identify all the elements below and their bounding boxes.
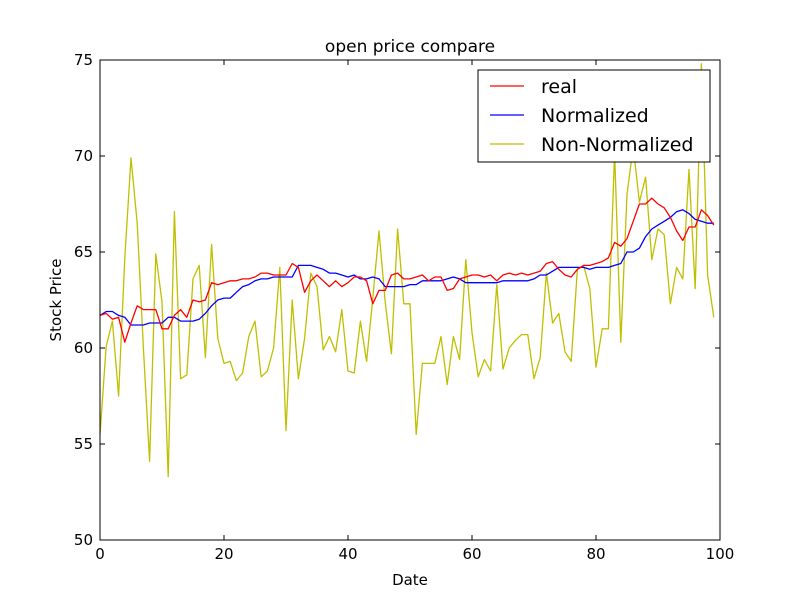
- legend-box: [477, 69, 711, 163]
- series-line-normalized: [100, 209, 714, 326]
- y-tick-label: 55: [74, 435, 93, 453]
- chart-title: open price compare: [325, 37, 495, 57]
- legend: real Normalized Non-Normalized: [477, 69, 711, 163]
- y-axis-label: Stock Price: [47, 259, 65, 342]
- series-line-real: [100, 197, 715, 343]
- axes-frame: [99, 59, 721, 541]
- legend-label-real: real: [541, 76, 577, 98]
- y-tick-label: 65: [74, 243, 93, 261]
- y-tick-label: 75: [74, 51, 93, 69]
- x-tick-label: 20: [214, 545, 233, 563]
- x-tick-label: 40: [338, 545, 357, 563]
- legend-label-non-normalized: Non-Normalized: [541, 134, 693, 156]
- y-tick-label: 60: [74, 339, 93, 357]
- y-tick-label: 50: [74, 531, 93, 549]
- x-tick-label: 100: [706, 545, 735, 563]
- x-tick-label: 80: [586, 545, 605, 563]
- x-axis-label: Date: [392, 571, 428, 589]
- x-tick-label: 0: [95, 545, 105, 563]
- legend-label-normalized: Normalized: [541, 105, 649, 127]
- plot-area: [100, 63, 715, 478]
- x-tick-label: 60: [462, 545, 481, 563]
- y-tick-label: 70: [74, 147, 93, 165]
- axes: 0 20 40 60 80 100 50 55 60 65 70 75: [74, 51, 734, 563]
- series-line-non-normalized: [100, 63, 715, 478]
